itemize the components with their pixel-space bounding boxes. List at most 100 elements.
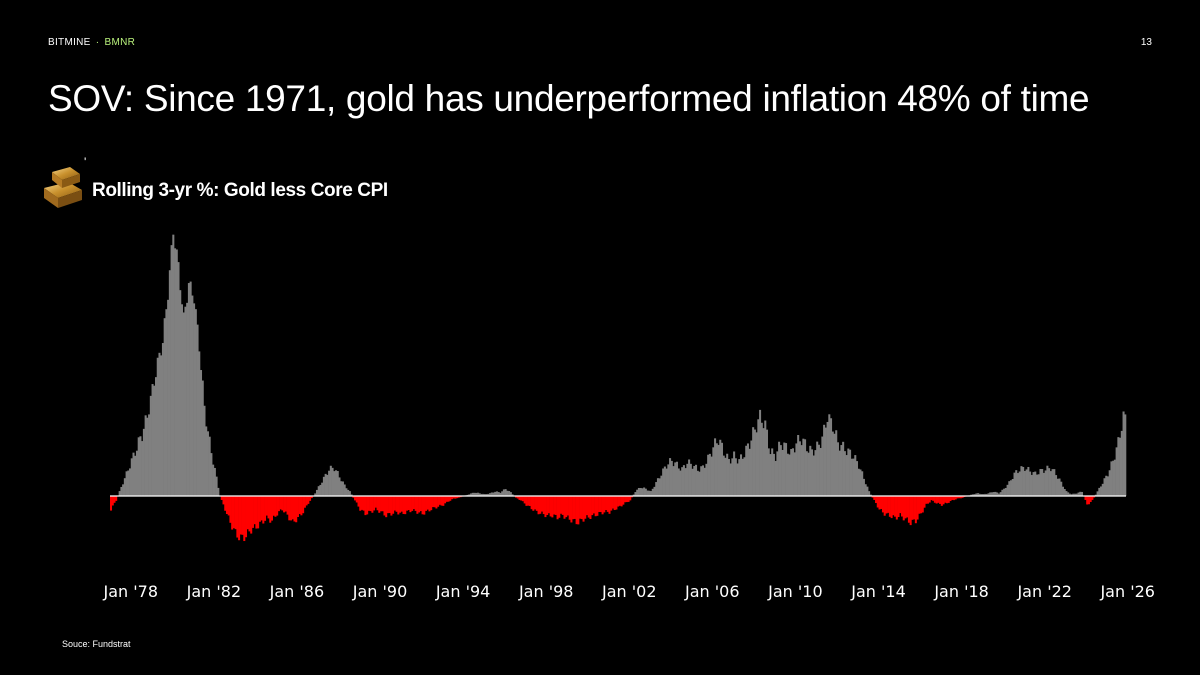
bar [120, 486, 123, 496]
bar [1063, 489, 1066, 496]
bar [208, 436, 211, 496]
bar [225, 496, 228, 515]
bar [577, 496, 580, 525]
bar [232, 496, 235, 529]
bar [1081, 491, 1084, 496]
bar [447, 496, 450, 502]
bar [426, 496, 429, 510]
bar [959, 496, 962, 499]
bar [482, 493, 485, 496]
bar [1025, 469, 1028, 496]
bar [1117, 437, 1120, 496]
bar [1124, 414, 1127, 496]
x-tick-label: Jan '78 [103, 582, 159, 601]
bar [939, 496, 942, 504]
bar [286, 496, 289, 515]
bar [262, 496, 265, 524]
bar [650, 491, 653, 496]
bar [264, 496, 267, 521]
bar [627, 496, 630, 502]
bar [333, 471, 336, 496]
bar [319, 484, 322, 496]
bar [949, 496, 952, 502]
bar [603, 496, 606, 513]
bar [838, 450, 841, 496]
bar [622, 496, 625, 505]
bar [431, 496, 434, 508]
bar [677, 468, 680, 496]
bar [475, 492, 478, 496]
bar [1113, 459, 1116, 496]
page-number: 13 [1140, 37, 1152, 48]
bar [203, 405, 206, 496]
bar [932, 496, 935, 501]
bar [411, 496, 414, 511]
bar [470, 493, 473, 496]
bar [1112, 460, 1115, 496]
bar [679, 470, 682, 496]
bar [630, 496, 634, 498]
bar [369, 496, 372, 512]
bar [887, 496, 890, 513]
bar [933, 496, 936, 503]
bar [854, 455, 857, 496]
bar [231, 496, 234, 530]
bar [489, 493, 492, 496]
bar [1067, 492, 1070, 496]
bar [909, 496, 912, 526]
bar [866, 486, 869, 496]
bar [170, 245, 173, 496]
bar [639, 487, 642, 496]
bar [255, 496, 258, 529]
bar [1087, 496, 1090, 505]
bar [1020, 466, 1023, 496]
bar [667, 464, 670, 496]
bar [198, 351, 201, 496]
bar [187, 283, 190, 496]
bar [864, 484, 867, 496]
bar [828, 414, 831, 496]
bar [731, 458, 734, 496]
bar [772, 453, 775, 496]
bar [556, 496, 559, 520]
bar [743, 457, 746, 496]
bar [341, 481, 344, 496]
bar [310, 496, 313, 499]
bar [1058, 478, 1061, 496]
bar [1027, 466, 1030, 496]
bar [982, 494, 985, 496]
bar [527, 496, 530, 506]
bar [994, 491, 997, 496]
bar [404, 496, 407, 515]
chart-title: Rolling 3-yr %: Gold less Core CPI [92, 180, 388, 201]
bar [449, 496, 452, 501]
bar [701, 465, 704, 496]
bar [765, 429, 769, 496]
bar [483, 494, 486, 496]
bar [1053, 469, 1056, 496]
bar [267, 496, 270, 519]
bar [961, 496, 964, 498]
bar [309, 496, 312, 501]
bar [281, 496, 284, 511]
bar [180, 304, 183, 496]
bar [878, 496, 881, 510]
bar [632, 494, 635, 496]
bar [146, 417, 149, 496]
brand-ticker: BMNR [104, 37, 136, 48]
bar [509, 492, 512, 496]
bar [790, 449, 793, 496]
bar [241, 496, 244, 535]
bar [1044, 470, 1047, 496]
bar [565, 496, 568, 518]
bar [343, 484, 346, 496]
bar [437, 496, 440, 507]
bar [831, 431, 834, 496]
bar [582, 496, 585, 522]
bar [409, 496, 412, 513]
bar [551, 496, 554, 518]
bar [374, 496, 377, 508]
bar [149, 395, 152, 496]
bar [1096, 491, 1099, 496]
bar [762, 428, 765, 496]
